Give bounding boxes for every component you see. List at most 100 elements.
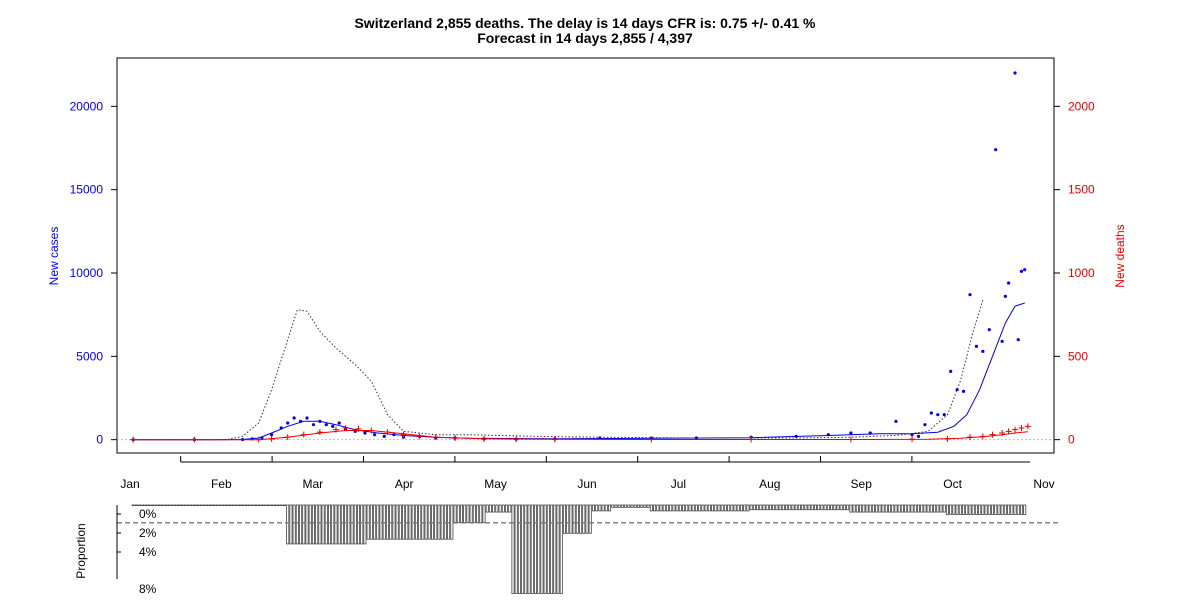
- proportion-bar: [282, 504, 286, 507]
- proportion-bar: [408, 504, 412, 540]
- proportion-bar: [688, 504, 692, 512]
- proportion-bar: [569, 504, 573, 534]
- proportion-bar: [173, 504, 177, 507]
- x-tick-label: Sep: [851, 477, 873, 491]
- proportion-bar: [669, 504, 673, 512]
- proportion-bar: [215, 504, 219, 507]
- proportion-bar: [633, 504, 637, 508]
- proportion-bar: [141, 504, 145, 507]
- proportion-bar: [389, 504, 393, 540]
- y-left-tick-label: 15000: [70, 183, 104, 197]
- cases-point: [961, 389, 966, 393]
- proportion-bar: [453, 504, 457, 524]
- proportion-bar: [936, 504, 940, 513]
- proportion-bar: [842, 504, 846, 511]
- proportion-bar: [205, 504, 209, 507]
- y-left-tick-label: 20000: [70, 99, 104, 113]
- plot-frame: [116, 57, 1055, 454]
- x-tick-label: Jun: [577, 477, 596, 491]
- proportion-bar: [234, 504, 238, 507]
- cases-point: [372, 433, 377, 437]
- proportion-bar: [218, 504, 222, 507]
- proportion-bar: [199, 504, 203, 507]
- deaths-point: [1018, 425, 1025, 431]
- proportion-bar: [868, 504, 872, 513]
- proportion-bar: [418, 504, 422, 540]
- proportion-tick-label: 4%: [139, 545, 157, 559]
- proportion-bar: [826, 504, 830, 511]
- proportion-bar: [543, 504, 547, 594]
- proportion-bar: [373, 504, 377, 540]
- proportion-bar: [463, 504, 467, 524]
- proportion-bar: [221, 504, 225, 507]
- proportion-bar: [324, 504, 328, 545]
- x-tick-label: Aug: [759, 477, 780, 491]
- proportion-bar: [376, 504, 380, 540]
- proportion-bar: [855, 504, 859, 513]
- proportion-bar: [665, 504, 669, 512]
- proportion-bar: [582, 504, 586, 534]
- proportion-bar: [392, 504, 396, 540]
- proportion-bar: [192, 504, 196, 507]
- proportion-tick-label: 8%: [139, 582, 157, 596]
- proportion-bar: [157, 504, 161, 507]
- proportion-bar: [765, 504, 769, 511]
- cases-point: [894, 419, 898, 423]
- proportion-bar: [929, 504, 933, 513]
- proportion-bar: [636, 504, 641, 508]
- proportion-bar: [550, 504, 554, 594]
- proportion-bar: [154, 504, 158, 507]
- proportion-bar: [836, 504, 840, 511]
- proportion-bar: [762, 504, 766, 511]
- proportion-bar: [778, 504, 782, 511]
- proportion-bar: [794, 504, 798, 511]
- proportion-bar: [797, 504, 801, 511]
- proportion-bar: [228, 504, 232, 507]
- proportion-bar: [517, 504, 521, 594]
- proportion-bar: [479, 504, 483, 524]
- proportion-bar: [405, 504, 409, 540]
- proportion-bar: [485, 504, 489, 513]
- proportion-bar: [939, 504, 943, 513]
- proportion-bar: [308, 504, 312, 545]
- cases-point: [286, 421, 290, 425]
- y-right-tick-label: 2000: [1068, 99, 1095, 113]
- proportion-bar: [945, 504, 949, 515]
- cases-point: [942, 413, 946, 417]
- proportion-bar: [537, 504, 541, 594]
- proportion-bar: [276, 504, 280, 507]
- proportion-bar: [614, 504, 618, 508]
- proportion-bar: [923, 504, 927, 513]
- proportion-bar: [270, 504, 274, 507]
- proportion-bar: [875, 504, 879, 513]
- proportion-bar: [920, 504, 924, 513]
- proportion-bar: [469, 504, 473, 524]
- proportion-bar: [990, 504, 995, 515]
- cases-point: [974, 344, 979, 348]
- proportion-bar: [488, 504, 492, 513]
- proportion-bar: [382, 504, 386, 540]
- proportion-bar: [871, 504, 875, 513]
- proportion-bar: [701, 504, 705, 512]
- proportion-bar: [366, 504, 370, 540]
- proportion-bar: [820, 504, 824, 511]
- proportion-bar: [913, 504, 917, 513]
- proportion-bar: [131, 504, 135, 507]
- proportion-bar: [1019, 504, 1023, 515]
- proportion-bar: [620, 504, 624, 508]
- proportion-bar: [147, 504, 151, 507]
- proportion-bar: [466, 504, 470, 524]
- proportion-bar: [891, 504, 895, 513]
- proportion-bar: [916, 504, 920, 513]
- proportion-bar: [237, 504, 241, 507]
- proportion-bar: [482, 504, 486, 524]
- cases-point: [936, 413, 940, 417]
- proportion-bar: [817, 504, 821, 511]
- proportion-bar: [575, 504, 579, 534]
- proportion-bar: [302, 504, 306, 545]
- proportion-bar: [968, 504, 972, 515]
- proportion-bar: [997, 504, 1001, 515]
- x-tick-label: Nov: [1033, 477, 1054, 491]
- proportion-bar: [501, 504, 505, 513]
- proportion-bar: [974, 504, 978, 515]
